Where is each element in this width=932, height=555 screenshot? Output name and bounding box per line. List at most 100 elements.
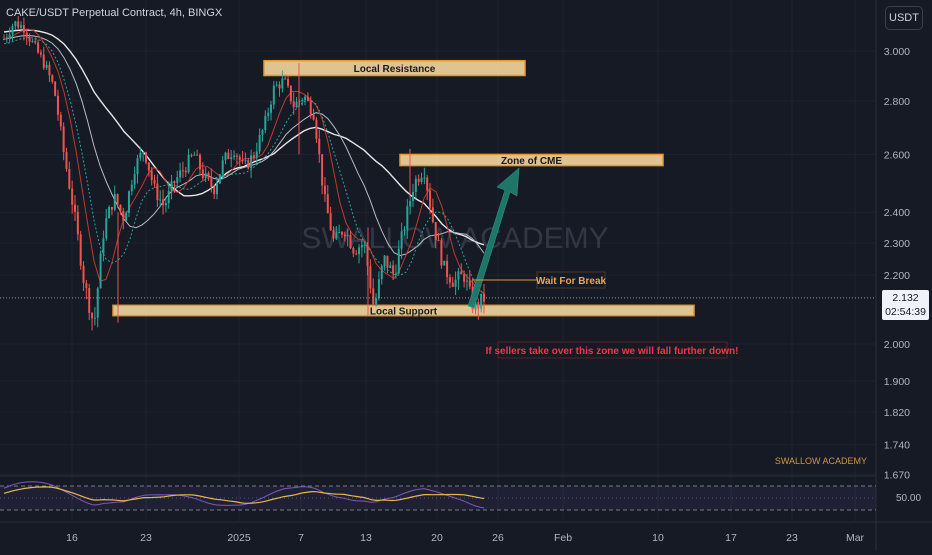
currency-button[interactable]: USDT [885,6,923,30]
candle-body [159,199,162,201]
candle-body [65,152,68,170]
candle-body [150,170,153,181]
candle-body [343,234,346,237]
zone-label: Zone of CME [501,156,562,167]
candle-body [190,155,193,157]
candle-body [377,279,380,299]
candle-body [201,169,204,179]
price-axis[interactable]: 3.000 2.800 2.600 2.400 2.300 2.200 2.000 1.900… [884,46,910,481]
candle-body [147,162,150,171]
wait-box [536,271,606,289]
candle-body [304,96,307,100]
candle-body [173,181,176,184]
candle-body [383,255,386,267]
candle-body [431,207,434,223]
candle-body [267,112,270,116]
candle-body [309,100,312,115]
candle-body [8,34,11,38]
candle-body [417,178,420,182]
time-tick-label: 17 [725,532,737,544]
candle-body [454,279,457,287]
candle-body [460,271,463,275]
candle-body [142,152,145,154]
candle-body [105,218,108,239]
candle-body [113,194,116,210]
candle-body [187,155,190,173]
candle-body [136,158,139,175]
moving-averages [0,28,876,299]
candle-body [448,277,451,283]
candle-body [261,130,264,136]
candle-body [287,78,290,86]
candle-body [468,280,471,287]
candle-body [20,25,23,28]
time-axis[interactable]: 16 23 2025 7 13 20 26 Feb 10 17 23 Mar [66,532,864,544]
candle-body [434,222,437,241]
symbol-title: CAKE/USDT Perpetual Contract, 4h, BINGX [6,7,223,19]
ema-fast-line [3,28,485,294]
candle-body [400,231,403,249]
candle-body [88,288,91,314]
candle-body [380,266,383,280]
candle-body [28,36,31,42]
warning-box [497,341,728,359]
candle-body [74,204,77,212]
candle-body [349,234,352,249]
candle-body [321,154,324,186]
candle-body [59,114,62,127]
candle-body [25,32,28,37]
candle-body [45,64,48,68]
candle-body [423,177,426,179]
price-tick-label: 1.820 [884,407,910,419]
candle-body [312,114,315,120]
candle-body [275,84,278,86]
candle-body [437,240,440,242]
candle-body [62,126,65,153]
candle-body [176,177,179,184]
candle-body [409,200,412,207]
rsi-signal-line [3,486,485,504]
candle-body [457,271,460,280]
candle-body [184,170,187,173]
candle-body [352,248,355,254]
candle-body [156,183,159,201]
candle-body [227,152,230,159]
candle-body [392,265,395,274]
candle-body [411,191,414,201]
candle-body [122,210,125,221]
candle-body [358,247,361,255]
candle-body [323,185,326,195]
candle-body [332,230,335,239]
candle-body [102,238,105,254]
candle-body [301,99,304,101]
candle-body [162,199,165,206]
candle-body [463,274,466,282]
candle-body [406,206,409,230]
candle-body [210,177,213,187]
candle-body [76,211,79,235]
candle-body [153,180,156,184]
time-tick-label: 16 [66,532,78,544]
candle-body [221,160,224,175]
candle-body [39,52,42,55]
candle-body [207,173,210,178]
candle-body [272,85,275,105]
candle-body [247,160,250,169]
candle-body [477,302,480,309]
candle-body [474,302,477,310]
candle-body [116,194,119,205]
zone-box [263,59,526,77]
zones: Local Resistance Zone of CME Local Support [112,59,695,317]
ema-green-line [3,36,485,295]
candle-body [167,190,170,203]
candle-body [389,265,392,268]
time-tick-label: 23 [140,532,152,544]
candle-body [145,152,148,163]
candle-body [355,253,358,255]
zone-label: Local Resistance [354,64,436,75]
candle-body [130,184,133,192]
candle-body [56,95,59,115]
